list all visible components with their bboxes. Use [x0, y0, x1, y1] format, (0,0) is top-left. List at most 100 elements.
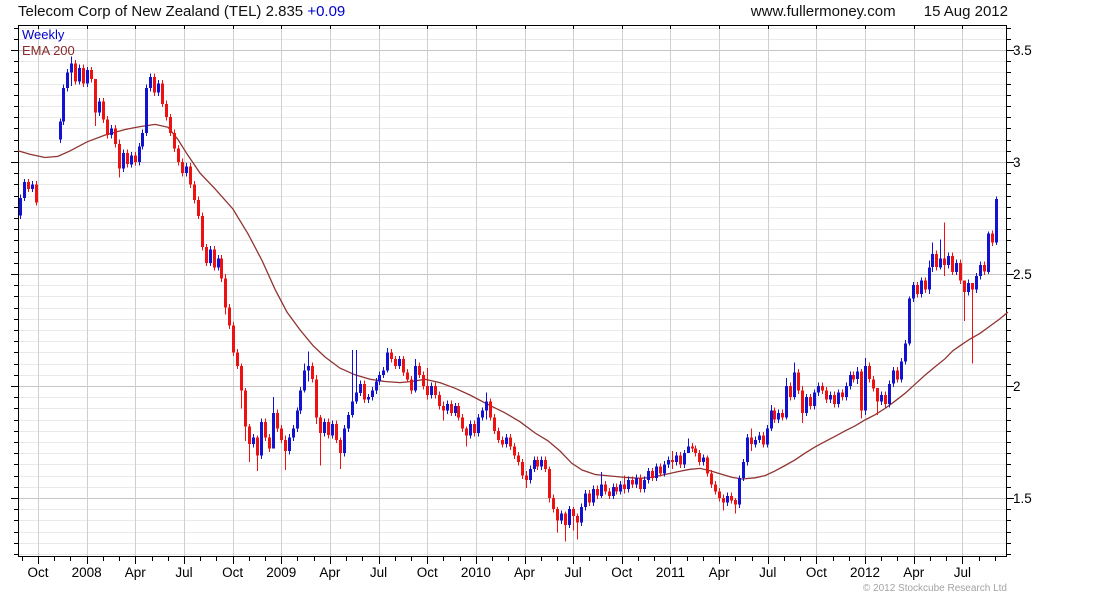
candle-up [837, 392, 840, 404]
candle-up [663, 464, 666, 474]
candle-down [501, 439, 504, 445]
candle-down [544, 459, 547, 469]
candle-down [438, 395, 441, 407]
candle-down [916, 285, 919, 295]
candle-up [138, 146, 141, 162]
candle-up [31, 184, 34, 189]
header-right: www.fullermoney.com 15 Aug 2012 [751, 3, 1008, 20]
candle-down [935, 253, 938, 268]
candle-down [232, 325, 235, 353]
candle-up [351, 401, 354, 416]
candle-up [904, 343, 907, 362]
candle-up [627, 480, 630, 490]
candle-down [268, 437, 271, 449]
candle-down [762, 435, 765, 445]
candle-up [619, 484, 622, 492]
candle-up [446, 403, 449, 411]
candle-up [414, 365, 417, 391]
candle-down [126, 153, 129, 165]
instrument-name-price: Telecom Corp of New Zealand (TEL) 2.835 [18, 3, 304, 20]
candle-up [505, 437, 508, 445]
x-axis-label: Apr [709, 565, 731, 580]
candle-down [821, 386, 824, 391]
candle-up [78, 67, 81, 82]
candle-down [809, 397, 812, 407]
candle-up [584, 493, 587, 507]
candle-down [315, 379, 318, 418]
x-axis-label: Jul [954, 565, 971, 580]
candle-down [153, 76, 156, 93]
y-axis-label: 3 [1013, 155, 1021, 170]
candle-up [386, 352, 389, 371]
x-axis-label: Oct [806, 565, 827, 580]
candle-down [623, 484, 626, 490]
candle-down [134, 155, 137, 162]
candle-up [738, 477, 741, 505]
candle-down [714, 484, 717, 492]
candle-down [525, 475, 528, 481]
candle-down [983, 265, 986, 272]
candle-down [189, 166, 192, 185]
candle-up [849, 374, 852, 386]
candle-down [797, 372, 800, 391]
y-axis-label: 2 [1013, 379, 1021, 394]
candle-down [896, 370, 899, 380]
candle-up [793, 372, 796, 398]
candle-up [931, 253, 934, 268]
candle-down [536, 459, 539, 467]
candle-down [426, 386, 429, 395]
candle-up [145, 88, 148, 133]
candle-up [600, 484, 603, 496]
candle-up [845, 386, 848, 398]
candle-up [252, 437, 255, 445]
candle-down [959, 262, 962, 281]
candle-down [552, 498, 555, 510]
candle-down [236, 352, 239, 366]
candle-down [276, 412, 279, 429]
x-axis-label: Jul [759, 565, 776, 580]
candle-down [264, 421, 267, 438]
x-axis-label: Jul [565, 565, 582, 580]
candle-down [963, 280, 966, 292]
candle-up [209, 249, 212, 263]
timeframe-label: Weekly [22, 27, 65, 42]
candle-down [639, 477, 642, 489]
candle-up [955, 262, 958, 272]
plot-border [18, 25, 1007, 557]
candle-down [418, 365, 421, 375]
candle-down [339, 439, 342, 454]
candle-up [288, 437, 291, 451]
candle-down [118, 144, 121, 169]
candle-down [161, 83, 164, 104]
candle-up [130, 155, 133, 165]
candle-down [74, 63, 77, 82]
candle-down [564, 513, 567, 525]
candle-up [430, 386, 433, 395]
candle-up [667, 459, 670, 465]
candle-up [813, 392, 816, 407]
candle-up [580, 507, 583, 523]
candle-down [789, 386, 792, 398]
x-axis-label: Oct [417, 565, 438, 580]
candle-down [513, 446, 516, 456]
candle-up [299, 390, 302, 411]
candle-down [679, 455, 682, 465]
x-axis-label: 2010 [461, 565, 491, 580]
candle-down [750, 437, 753, 445]
candle-up [864, 365, 867, 411]
candle-down [169, 117, 172, 133]
header-bar: Telecom Corp of New Zealand (TEL) 2.835 … [0, 0, 1100, 24]
x-axis-label: Apr [903, 565, 925, 580]
candle-down [82, 67, 85, 84]
candle-up [217, 258, 220, 268]
candle-up [141, 132, 144, 147]
candle-down [224, 278, 227, 308]
candle-up [371, 390, 374, 398]
candle-up [359, 383, 362, 393]
candle-up [766, 428, 769, 445]
candle-up [987, 233, 990, 272]
candle-up [892, 370, 895, 384]
candle-down [884, 395, 887, 404]
